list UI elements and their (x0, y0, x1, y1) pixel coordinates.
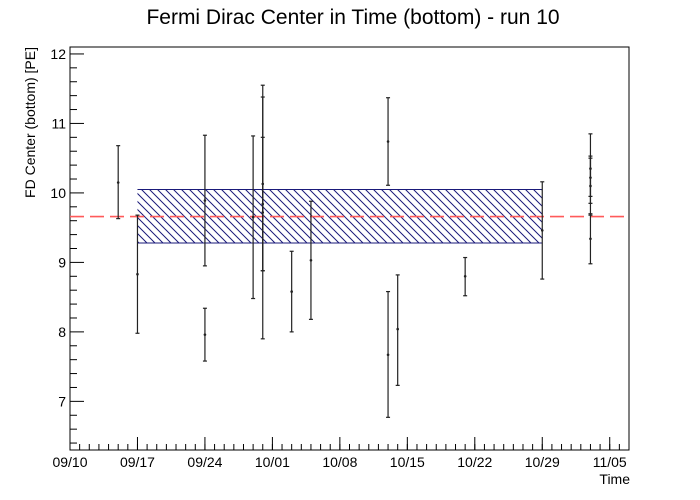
x-tick-label: 10/15 (390, 454, 425, 470)
x-axis-label: Time (599, 471, 630, 487)
point-marker (136, 272, 139, 276)
chart-title: Fermi Dirac Center in Time (bottom) - ru… (146, 6, 559, 29)
y-tick-label: 11 (51, 115, 66, 131)
point-marker (396, 327, 399, 331)
x-tick-label: 09/24 (187, 454, 222, 470)
plot-frame (69, 46, 630, 451)
data-point (135, 214, 140, 334)
x-tick-label: 10/08 (322, 454, 357, 470)
point-marker (261, 211, 265, 214)
x-axis: 09/10 09/17 09/24 10/01 10/08 10/15 10/22 10/29… (52, 437, 630, 470)
point-marker (589, 237, 592, 241)
data-point (308, 200, 313, 320)
y-tick-label: 8 (58, 324, 66, 340)
x-tick-label: 10/22 (457, 454, 492, 470)
point-marker (116, 181, 120, 184)
point-marker (203, 333, 207, 336)
data-point (116, 145, 121, 220)
data-point (251, 135, 256, 300)
data-point (202, 307, 207, 362)
point-marker (463, 274, 467, 278)
point-marker (251, 215, 255, 219)
point-marker (540, 229, 544, 232)
point-marker (203, 199, 207, 202)
y-axis-label: FD Center (bottom) [PE] (22, 47, 38, 198)
y-axis: 7 8 9 10 11 12 (50, 46, 84, 444)
data-point (540, 181, 545, 280)
point-marker (589, 184, 592, 188)
data-point (588, 213, 593, 265)
data-point (463, 256, 468, 297)
x-tick-label: 11/05 (593, 454, 627, 470)
point-marker (386, 353, 390, 357)
point-marker (309, 259, 313, 262)
y-tick-label: 12 (50, 46, 66, 62)
y-tick-label: 10 (50, 185, 66, 201)
data-point (395, 274, 400, 386)
data-point (588, 155, 593, 216)
y-tick-label: 7 (58, 393, 66, 409)
data-point (386, 97, 391, 186)
x-tick-label: 10/01 (255, 454, 290, 470)
data-point (260, 84, 265, 340)
data-points (116, 84, 593, 418)
x-tick-label: 09/10 (52, 454, 87, 470)
data-point (289, 250, 294, 333)
data-point (386, 290, 391, 418)
point-marker (290, 290, 293, 293)
x-tick-label: 10/29 (525, 454, 560, 470)
data-point (202, 134, 207, 267)
x-tick-label: 09/17 (120, 454, 155, 470)
y-tick-label: 9 (58, 254, 66, 270)
point-marker (386, 140, 390, 143)
